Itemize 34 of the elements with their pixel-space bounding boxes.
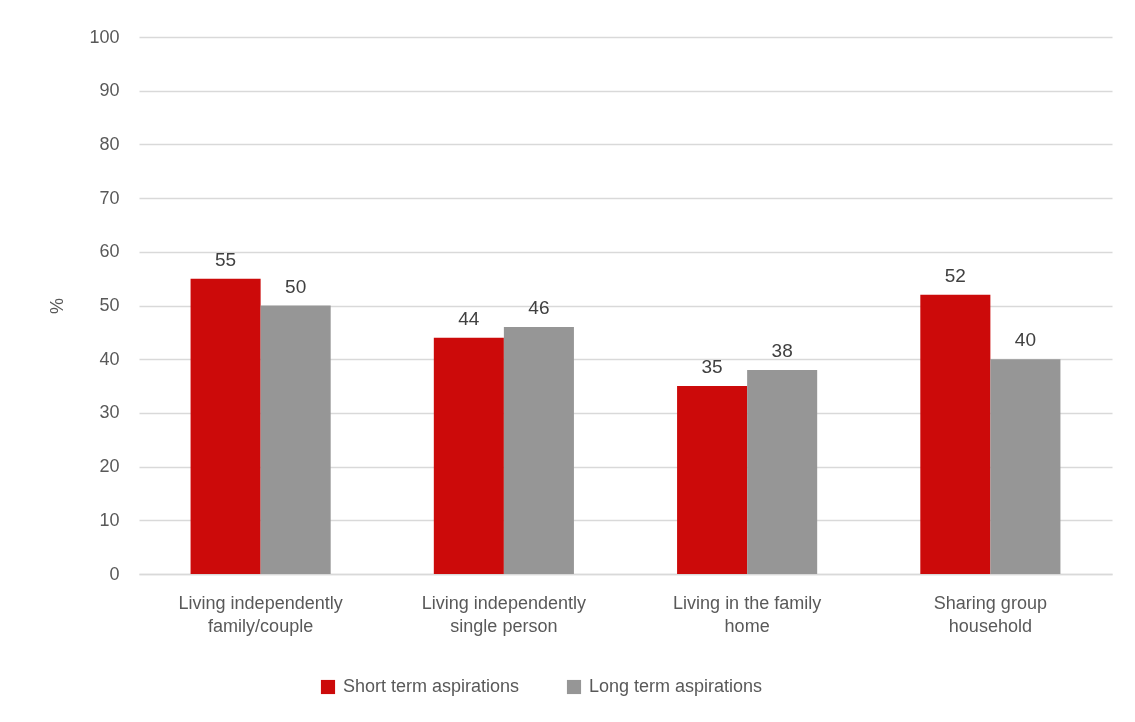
y-axis-title: % [47,297,68,315]
bar [433,337,504,574]
data-label: 38 [771,339,793,361]
bar [503,326,574,574]
bar [747,369,818,574]
x-tick-label: Living independently single person [421,592,586,636]
data-label: 35 [701,356,723,378]
y-tick-label: 80 [99,133,120,154]
legend-label: Short term aspirations [343,676,520,696]
data-label: 46 [528,296,550,318]
y-tick-label: 10 [99,509,120,530]
y-tick-label: 70 [99,187,120,208]
y-tick-label: 100 [89,26,120,47]
x-tick-label: Living independently family/couple [178,592,343,636]
x-tick-label: Living in the family home [673,592,822,636]
data-label: 50 [285,275,307,297]
legend-label: Long term aspirations [589,676,763,696]
y-tick-label: 60 [99,241,120,262]
bar [190,278,261,574]
x-tick-label: Sharing group household [933,592,1047,636]
bar [677,386,748,574]
bar [990,359,1061,574]
y-tick-label: 0 [109,563,120,584]
bar [260,305,331,574]
y-tick-label: 30 [99,402,120,423]
data-label: 52 [944,264,966,286]
data-label: 44 [458,307,480,329]
y-tick-label: 50 [99,295,120,315]
y-tick-label: 20 [99,456,120,477]
data-label: 40 [1014,329,1036,351]
y-tick-label: 40 [99,348,120,369]
bar [920,294,991,574]
data-label: 55 [215,248,237,270]
y-tick-label: 90 [99,80,120,101]
